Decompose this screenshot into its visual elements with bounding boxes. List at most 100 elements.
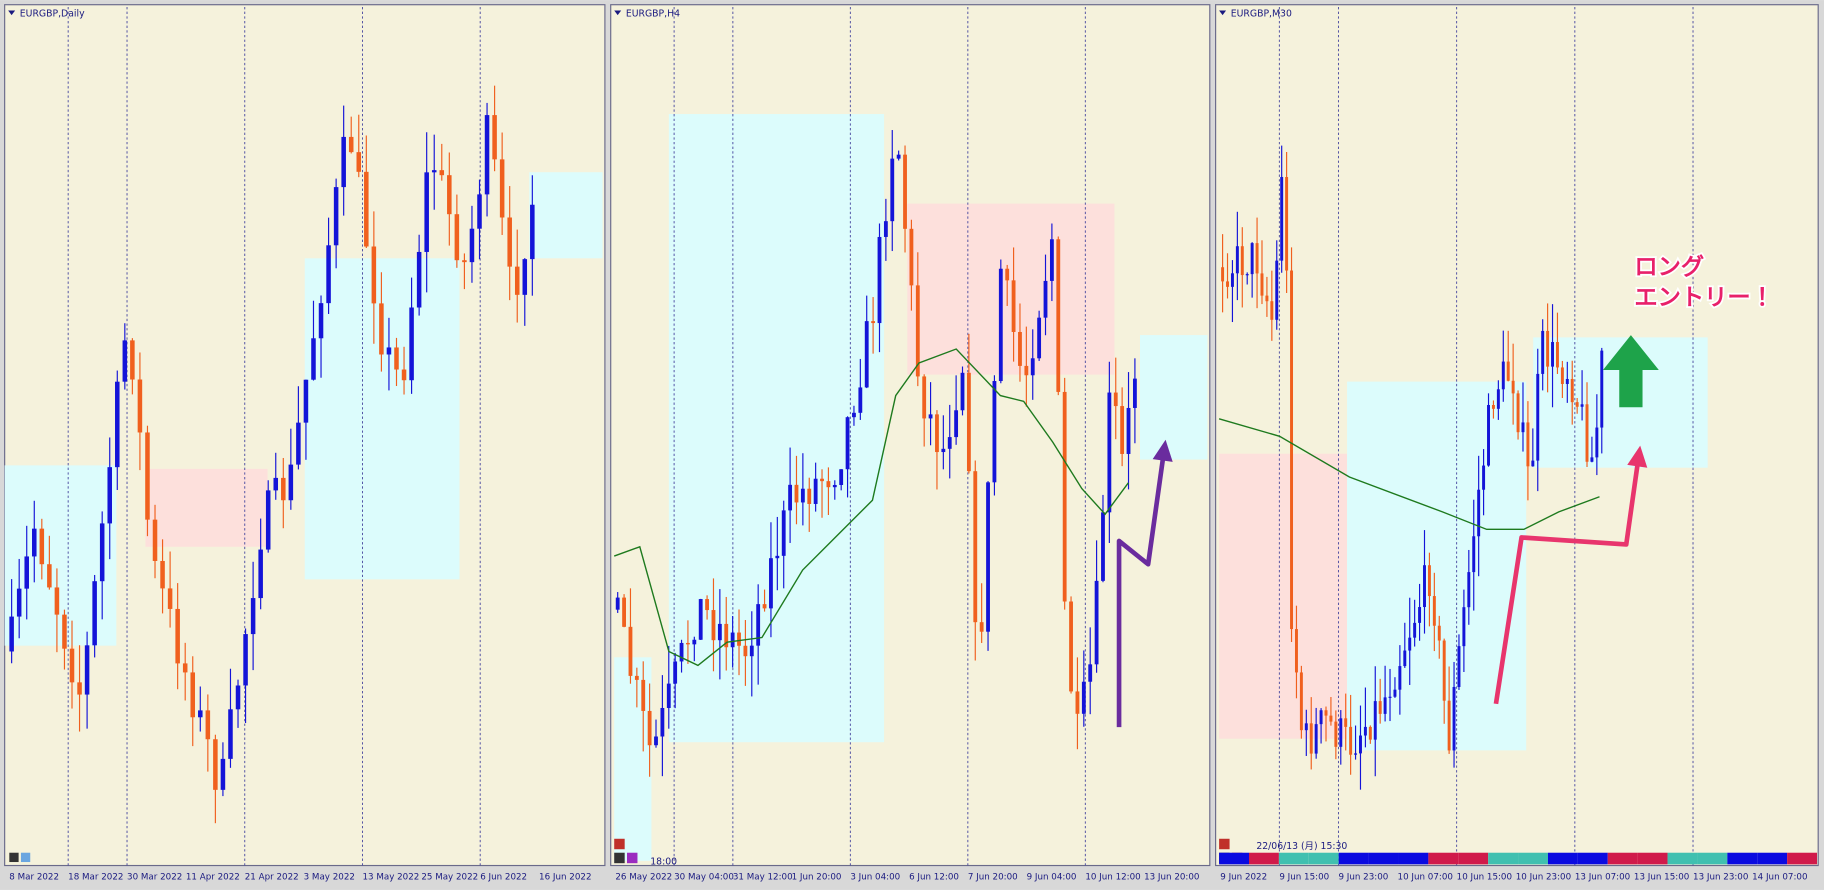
candle-body bbox=[730, 632, 735, 648]
candle-body bbox=[717, 623, 722, 641]
candle-body bbox=[469, 228, 475, 263]
candle-body bbox=[175, 608, 180, 664]
candle-body bbox=[692, 639, 697, 645]
candle-body bbox=[1511, 380, 1515, 394]
session-bar bbox=[1488, 852, 1519, 865]
zone bbox=[1219, 453, 1348, 739]
moving-average bbox=[1218, 418, 1600, 531]
panel-title: EURGBP,Daily bbox=[20, 8, 85, 19]
candle-body bbox=[1280, 177, 1284, 261]
candle-body bbox=[1408, 637, 1412, 651]
session-bar bbox=[1278, 852, 1309, 865]
candle-body bbox=[756, 604, 761, 646]
session-bar bbox=[1308, 852, 1339, 865]
candle-body bbox=[303, 379, 309, 423]
x-axis-label: 13 May 2022 bbox=[362, 872, 419, 882]
candle-body bbox=[1250, 243, 1254, 275]
x-axis-label: 10 Jun 23:00 bbox=[1516, 872, 1571, 882]
candle-body bbox=[628, 626, 633, 676]
candle-body bbox=[167, 588, 173, 609]
x-axis-label: 10 Jun 07:00 bbox=[1398, 872, 1453, 882]
candle-body bbox=[1354, 753, 1358, 755]
candle-body bbox=[1270, 301, 1274, 320]
candle-body bbox=[409, 307, 414, 381]
candle-body bbox=[1120, 406, 1125, 454]
candle-body bbox=[1462, 607, 1466, 647]
x-axis-label: 7 Jun 20:00 bbox=[968, 872, 1018, 882]
candle-body bbox=[84, 645, 90, 695]
candle-body bbox=[1235, 246, 1239, 274]
candle-body bbox=[743, 645, 748, 657]
candle-body bbox=[852, 412, 856, 418]
candle-body bbox=[654, 736, 658, 746]
candle-body bbox=[1427, 565, 1431, 597]
candle-body bbox=[1432, 596, 1436, 626]
candle-body bbox=[1437, 625, 1441, 641]
candle-body bbox=[698, 599, 703, 640]
panel-icon bbox=[20, 852, 31, 863]
session-bar bbox=[1667, 852, 1698, 865]
zone bbox=[4, 465, 117, 646]
x-axis-label: 6 Jun 12:00 bbox=[909, 872, 959, 882]
candle-body bbox=[1255, 243, 1259, 274]
candle-body bbox=[1526, 422, 1530, 467]
session-bar bbox=[1518, 852, 1548, 865]
candle-body bbox=[1403, 650, 1407, 667]
candle-body bbox=[711, 610, 716, 641]
candle-body bbox=[318, 303, 324, 339]
candle-body bbox=[47, 564, 52, 588]
candle-body bbox=[145, 432, 150, 520]
candle-body bbox=[296, 422, 301, 465]
x-axis-label: 26 May 2022 bbox=[615, 872, 672, 882]
arrow-head bbox=[1152, 439, 1173, 462]
zone bbox=[907, 203, 1115, 375]
candle-body bbox=[800, 488, 805, 503]
candle-body bbox=[1506, 361, 1510, 381]
candle-body bbox=[1056, 239, 1061, 392]
candle-body bbox=[235, 685, 241, 710]
candle-body bbox=[371, 246, 377, 304]
candle-body bbox=[1521, 422, 1525, 433]
candle-body bbox=[1575, 402, 1579, 407]
candle-body bbox=[311, 338, 316, 380]
candle-body bbox=[9, 616, 14, 652]
candle-body bbox=[1285, 177, 1289, 271]
candle-body bbox=[1030, 358, 1035, 376]
x-axis-label: 30 Mar 2022 bbox=[127, 872, 182, 882]
arrow-line bbox=[1116, 453, 1166, 728]
candle-body bbox=[1069, 601, 1073, 692]
candle-body bbox=[107, 467, 112, 524]
session-bar bbox=[1637, 852, 1668, 865]
x-axis-label: 6 Jun 2022 bbox=[480, 872, 527, 882]
panel-icon bbox=[9, 852, 19, 863]
candle-body bbox=[1487, 404, 1490, 466]
candle-body bbox=[333, 187, 339, 246]
candle-body bbox=[1580, 404, 1584, 407]
candle-body bbox=[1265, 295, 1269, 302]
candle-body bbox=[1413, 622, 1417, 638]
candle-body bbox=[1555, 342, 1559, 368]
candle-body bbox=[1368, 726, 1372, 740]
candle-body bbox=[877, 236, 882, 324]
candle-body bbox=[1221, 267, 1225, 282]
candle-body bbox=[394, 347, 399, 370]
x-axis-label: 11 Apr 2022 bbox=[186, 872, 240, 882]
candle-body bbox=[1344, 718, 1348, 727]
candle-body bbox=[1260, 273, 1264, 296]
candle-body bbox=[99, 523, 105, 582]
candle-body bbox=[1290, 270, 1294, 630]
x-axis-label: 3 Jun 04:00 bbox=[850, 872, 900, 882]
candle-body bbox=[130, 340, 135, 380]
candle-body bbox=[499, 159, 505, 218]
candle-body bbox=[909, 228, 914, 286]
session-bar bbox=[1547, 852, 1578, 865]
x-axis-label: 30 May 04:00 bbox=[674, 872, 734, 882]
icon bbox=[1219, 838, 1230, 850]
zone bbox=[529, 172, 603, 259]
candle-body bbox=[1541, 330, 1545, 374]
session-bar bbox=[1607, 852, 1638, 865]
candle-body bbox=[928, 414, 933, 419]
candle-body bbox=[220, 758, 226, 790]
candle-body bbox=[1393, 689, 1397, 697]
